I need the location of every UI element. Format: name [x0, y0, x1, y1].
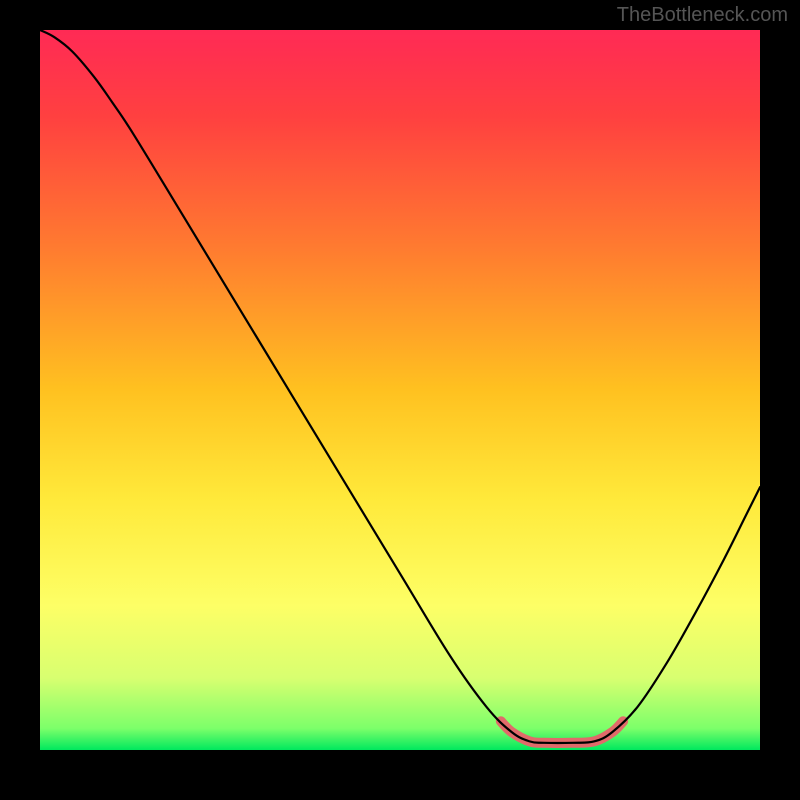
- plot-background: [40, 30, 760, 750]
- watermark-text: TheBottleneck.com: [617, 4, 788, 27]
- bottleneck-curve-chart: [0, 0, 800, 800]
- chart-container: TheBottleneck.com: [0, 0, 800, 800]
